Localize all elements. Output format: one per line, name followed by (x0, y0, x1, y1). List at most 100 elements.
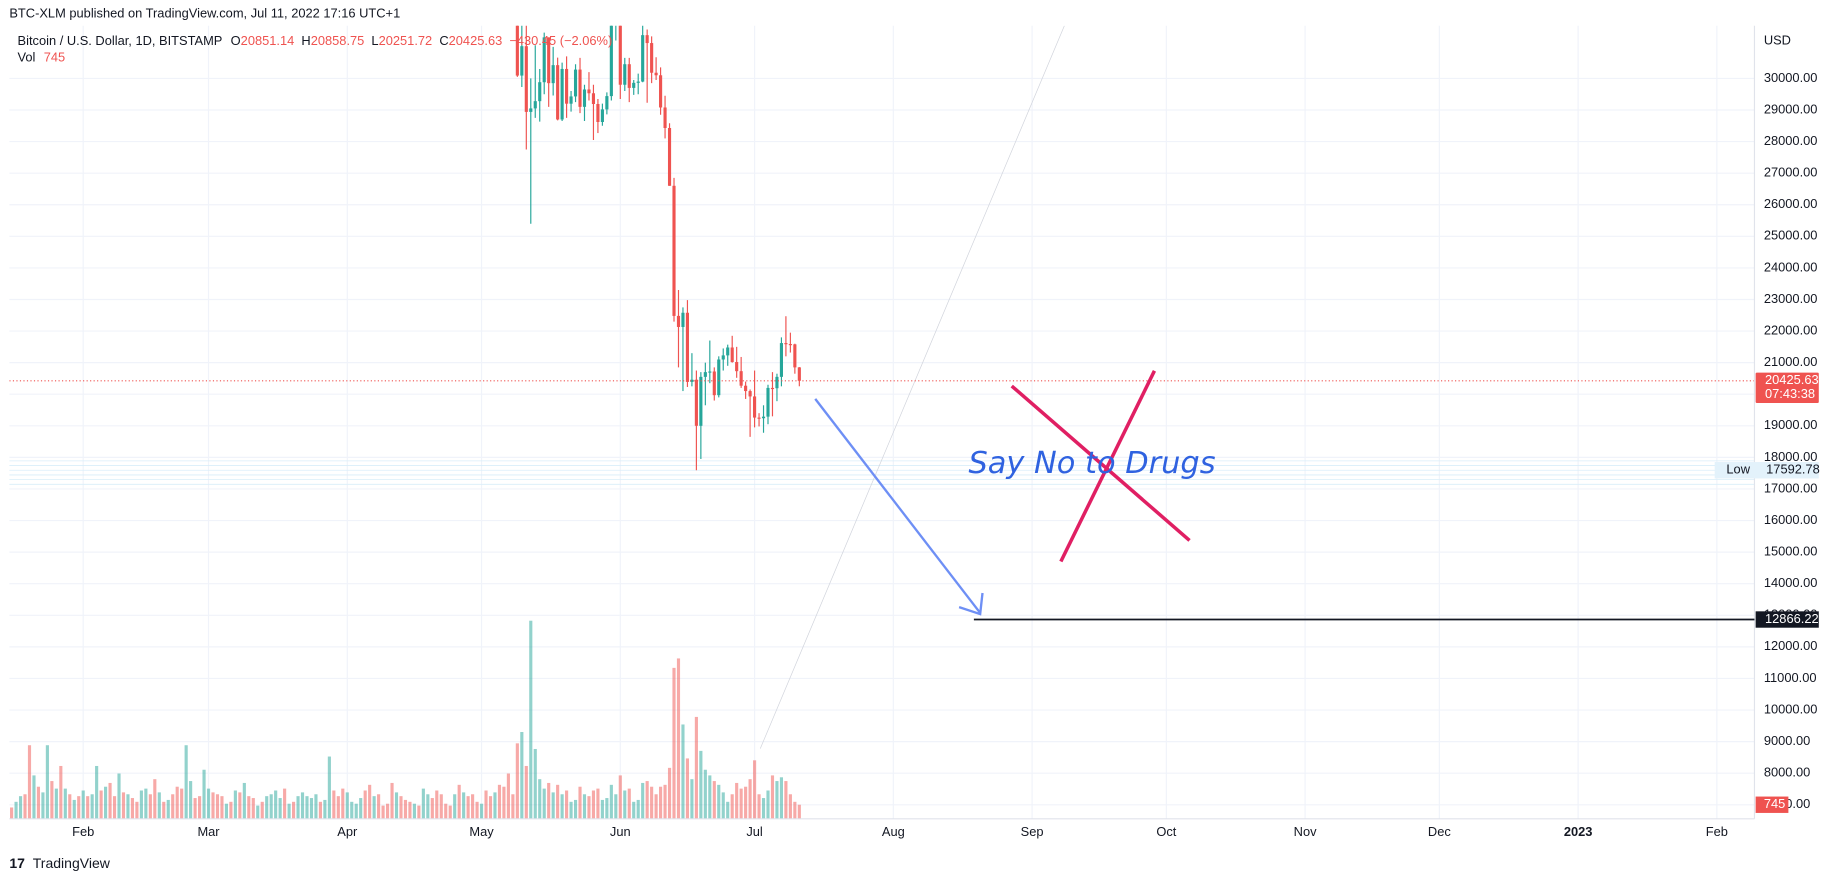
volume-bar (126, 794, 130, 819)
candle-body (636, 81, 640, 83)
candle-body (726, 347, 730, 356)
volume-bar (327, 756, 331, 819)
candle-body (627, 64, 631, 88)
volume-bar (667, 767, 672, 819)
candle-body (659, 75, 663, 108)
x-tick-label: 2023 (1564, 824, 1593, 839)
candle-body (730, 347, 734, 363)
candle-body (515, 25, 519, 76)
volume-bar (659, 786, 663, 819)
volume-bar (770, 775, 775, 819)
volume-bar (45, 745, 49, 819)
volume-bar (215, 794, 220, 819)
volume-bar (224, 803, 228, 819)
volume-bar (318, 801, 322, 819)
volume-bar (681, 724, 685, 819)
volume-bar (10, 807, 14, 819)
volume-bar (748, 779, 752, 819)
x-tick-label: Nov (1294, 824, 1317, 839)
candle-body (569, 96, 573, 104)
cross-line (1059, 370, 1157, 563)
volume-bar (341, 788, 345, 819)
volume-bar (86, 796, 90, 819)
volume-bar (614, 794, 618, 819)
volume-bar (565, 790, 569, 819)
volume-bar (542, 788, 546, 819)
annotation: Say No to Drugs (968, 446, 1215, 481)
x-tick-label: Mar (197, 824, 220, 839)
volume-bar (104, 786, 108, 819)
volume-bar (68, 794, 72, 819)
cross-line (1010, 384, 1191, 542)
low-label: Low (1726, 462, 1750, 477)
y-tick-label: 12000.00 (1764, 638, 1818, 653)
countdown: 07:43:38 (1765, 386, 1815, 401)
volume-bar (14, 801, 18, 819)
candle-body (708, 371, 712, 373)
volume-bar (189, 781, 193, 819)
volume-bar (394, 792, 399, 819)
volume-bar (345, 792, 349, 819)
candle-body (605, 96, 609, 110)
volume-bar (283, 788, 287, 819)
volume-bar (618, 775, 622, 819)
volume-bar (381, 805, 385, 819)
footer: 17 TradingView (9, 855, 110, 871)
legend-header: Bitcoin / U.S. Dollar, 1D, BITSTAMP O208… (18, 34, 613, 49)
candle-body (578, 69, 582, 107)
volume-bar (180, 788, 184, 819)
volume-bar (560, 794, 564, 819)
volume-bar (753, 760, 757, 819)
x-tick-label: Aug (882, 824, 905, 839)
candle-body (667, 128, 672, 186)
volume-bar (211, 792, 215, 819)
volume-bar (721, 792, 725, 819)
volume-bar (735, 782, 739, 819)
volume-bar (300, 792, 305, 819)
volume-bar (54, 788, 58, 819)
volume-bar (578, 786, 582, 819)
volume-bar (63, 788, 67, 819)
volume-bar (502, 786, 506, 819)
volume-bar (332, 790, 336, 819)
y-tick-label: 15000.00 (1764, 544, 1818, 559)
volume-bar (533, 748, 537, 819)
ohlc-prefix: L (371, 34, 378, 49)
footer-brand: TradingView (33, 855, 111, 871)
volume-bar (506, 773, 510, 819)
y-tick-label: 9000.00 (1764, 733, 1810, 748)
grid (9, 25, 1755, 819)
ohlc-value: 20858.75 (311, 34, 365, 49)
volume-bar (663, 784, 667, 819)
volume-header: Vol 745 (18, 50, 66, 65)
volume-bar (314, 794, 318, 819)
candle-body (529, 108, 533, 112)
volume-bar (654, 794, 658, 819)
y-tick-label: 16000.00 (1764, 512, 1818, 527)
volume-bar (305, 796, 309, 819)
volume-bar (556, 784, 560, 819)
volume-bar (139, 790, 143, 819)
drawings: Say No to Drugs (814, 370, 1216, 616)
candle-body (775, 376, 779, 389)
candle-body (744, 385, 748, 392)
candle-body (788, 344, 792, 346)
volume-bar (685, 758, 690, 819)
y-tick-label: 24000.00 (1764, 259, 1818, 274)
candle-body (538, 82, 542, 102)
symbol: Bitcoin / U.S. Dollar, 1D, BITSTAMP (18, 34, 223, 49)
ohlc-value: 20851.14 (241, 34, 295, 49)
x-tick-label: May (469, 824, 494, 839)
volume-bar (117, 773, 121, 819)
volume-bar (591, 790, 596, 819)
volume-bar (636, 799, 640, 819)
volume-bar (90, 794, 94, 819)
candle-body (797, 367, 801, 381)
currency-label: USD (1764, 32, 1791, 47)
x-tick-label: Sep (1021, 824, 1044, 839)
y-tick-label: 22000.00 (1764, 322, 1818, 337)
volume-bar (761, 798, 766, 819)
volume-bar (730, 794, 734, 819)
volume-bar (368, 784, 372, 819)
